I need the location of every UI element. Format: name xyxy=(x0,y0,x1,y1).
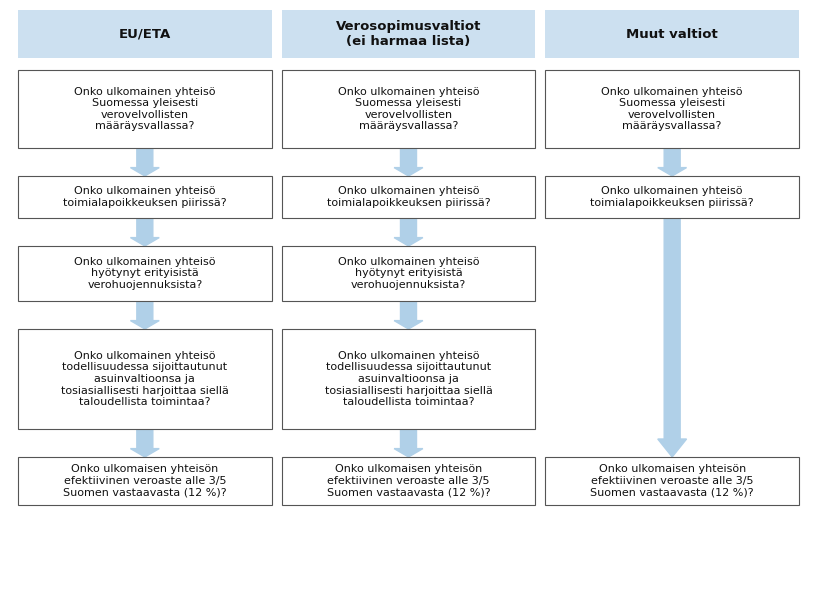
FancyArrow shape xyxy=(658,148,686,176)
Bar xyxy=(282,329,535,429)
Text: Onko ulkomainen yhteisö
hyötynyt erityisistä
verohuojennuksista?: Onko ulkomainen yhteisö hyötynyt erityis… xyxy=(337,257,480,290)
Text: Verosopimusvaltiot
(ei harmaa lista): Verosopimusvaltiot (ei harmaa lista) xyxy=(336,20,481,48)
Bar xyxy=(282,10,535,58)
Bar xyxy=(18,176,272,218)
Text: Onko ulkomainen yhteisö
hyötynyt erityisistä
verohuojennuksista?: Onko ulkomainen yhteisö hyötynyt erityis… xyxy=(74,257,216,290)
Text: Onko ulkomainen yhteisö
Suomessa yleisesti
verovelvollisten
määräysvallassa?: Onko ulkomainen yhteisö Suomessa yleises… xyxy=(337,87,480,132)
Text: Onko ulkomaisen yhteisön
efektiivinen veroaste alle 3/5
Suomen vastaavasta (12 %: Onko ulkomaisen yhteisön efektiivinen ve… xyxy=(591,465,754,498)
Text: Onko ulkomainen yhteisö
toimialapoikkeuksen piirissä?: Onko ulkomainen yhteisö toimialapoikkeuk… xyxy=(63,186,226,208)
Bar xyxy=(18,10,272,58)
Text: Muut valtiot: Muut valtiot xyxy=(627,28,718,40)
Text: Onko ulkomaisen yhteisön
efektiivinen veroaste alle 3/5
Suomen vastaavasta (12 %: Onko ulkomaisen yhteisön efektiivinen ve… xyxy=(63,465,226,498)
FancyArrow shape xyxy=(394,301,423,329)
Bar xyxy=(282,176,535,218)
Bar xyxy=(282,70,535,148)
FancyArrow shape xyxy=(394,429,423,457)
Bar xyxy=(18,329,272,429)
Bar xyxy=(18,246,272,301)
Bar xyxy=(18,457,272,505)
Text: Onko ulkomainen yhteisö
Suomessa yleisesti
verovelvollisten
määräysvallassa?: Onko ulkomainen yhteisö Suomessa yleises… xyxy=(601,87,743,132)
Text: Onko ulkomainen yhteisö
toimialapoikkeuksen piirissä?: Onko ulkomainen yhteisö toimialapoikkeuk… xyxy=(327,186,490,208)
FancyArrow shape xyxy=(658,218,686,457)
Bar xyxy=(18,70,272,148)
Text: Onko ulkomainen yhteisö
todellisuudessa sijoittautunut
asuinvaltioonsa ja
tosias: Onko ulkomainen yhteisö todellisuudessa … xyxy=(324,351,493,407)
FancyArrow shape xyxy=(394,148,423,176)
Text: Onko ulkomainen yhteisö
todellisuudessa sijoittautunut
asuinvaltioonsa ja
tosias: Onko ulkomainen yhteisö todellisuudessa … xyxy=(61,351,229,407)
Text: Onko ulkomainen yhteisö
toimialapoikkeuksen piirissä?: Onko ulkomainen yhteisö toimialapoikkeuk… xyxy=(591,186,754,208)
Bar xyxy=(545,70,799,148)
Bar xyxy=(282,246,535,301)
Text: Onko ulkomaisen yhteisön
efektiivinen veroaste alle 3/5
Suomen vastaavasta (12 %: Onko ulkomaisen yhteisön efektiivinen ve… xyxy=(327,465,490,498)
Text: EU/ETA: EU/ETA xyxy=(118,28,171,40)
FancyArrow shape xyxy=(131,429,159,457)
FancyArrow shape xyxy=(131,301,159,329)
FancyArrow shape xyxy=(394,218,423,246)
Bar xyxy=(545,10,799,58)
FancyArrow shape xyxy=(131,148,159,176)
Bar xyxy=(282,457,535,505)
Bar xyxy=(545,176,799,218)
Text: Onko ulkomainen yhteisö
Suomessa yleisesti
verovelvollisten
määräysvallassa?: Onko ulkomainen yhteisö Suomessa yleises… xyxy=(74,87,216,132)
FancyArrow shape xyxy=(131,218,159,246)
Bar xyxy=(545,457,799,505)
